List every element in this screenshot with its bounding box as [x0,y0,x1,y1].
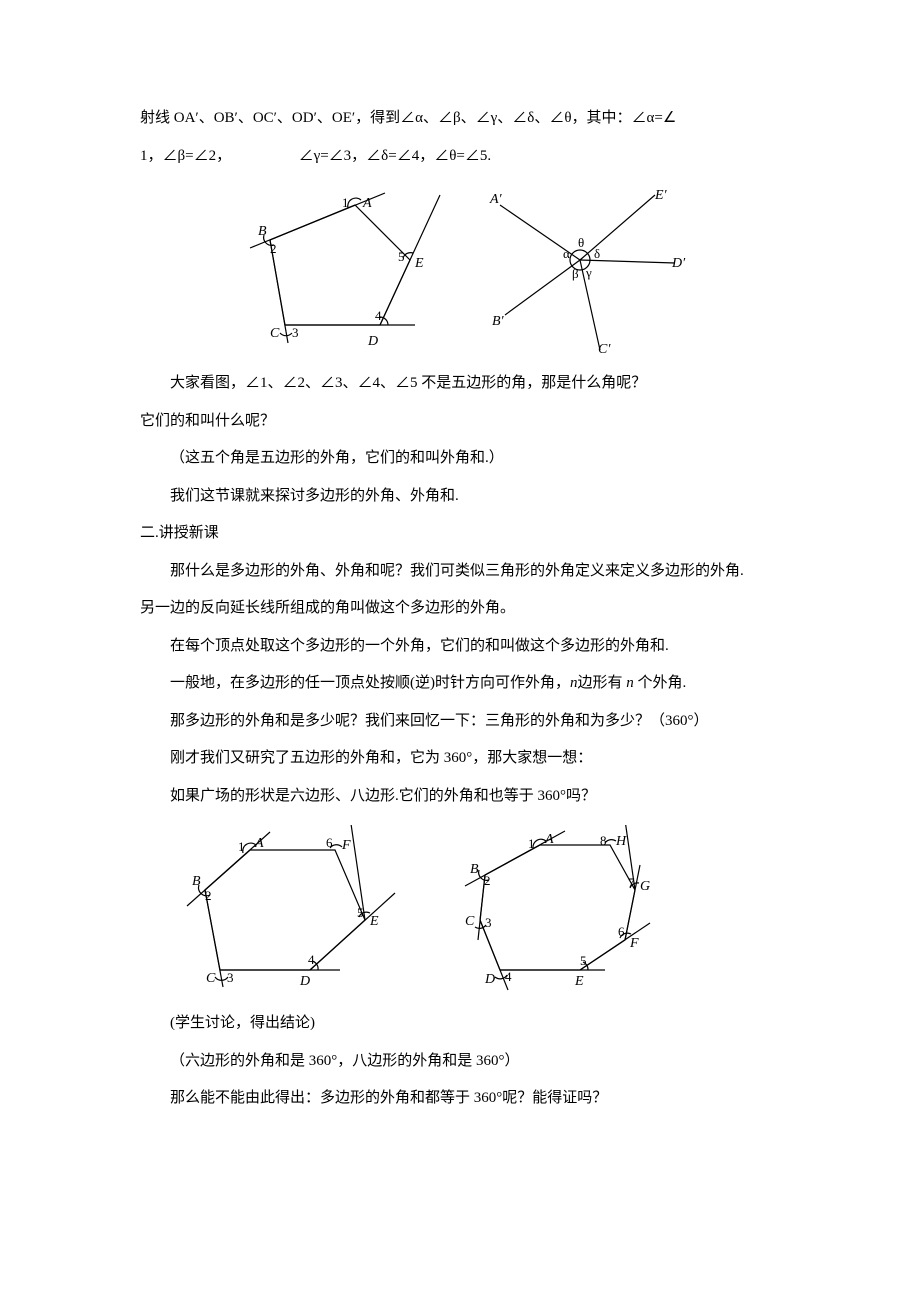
para-12: (学生讨论，得出结论) [140,1005,780,1043]
svg-text:δ: δ [594,246,600,261]
para-14: 那么能不能由此得出：多边形的外角和都等于 360°呢？能得证吗？ [140,1080,780,1118]
n-var-2: n [626,675,634,691]
svg-text:F: F [629,936,639,951]
n-var-1: n [570,675,578,691]
octagon-diagram: A B C D E F G H 1 2 3 4 5 6 7 8 [440,825,690,995]
svg-text:C: C [270,326,280,341]
rays-diagram: A′ B′ C′ D′ E′ α β γ δ θ [480,185,690,355]
svg-text:5: 5 [580,953,587,968]
svg-text:B: B [192,874,201,889]
svg-text:E: E [574,974,584,989]
para-11: 如果广场的形状是六边形、八边形.它们的外角和也等于 360°吗？ [140,778,780,816]
para-9: 那多边形的外角和是多少呢？我们来回忆一下：三角形的外角和为多少？（360°） [140,703,780,741]
svg-text:1: 1 [342,195,349,210]
svg-text:A: A [254,836,264,851]
svg-text:θ: θ [578,235,584,250]
para-1: 大家看图，∠1、∠2、∠3、∠4、∠5 不是五边形的角，那是什么角呢？ [140,365,780,403]
svg-text:G: G [640,879,650,894]
svg-text:A′: A′ [489,192,503,207]
intro-line-2: 1，∠β=∠2， ∠γ=∠3，∠δ=∠4，∠θ=∠5. [140,138,780,176]
svg-text:H: H [615,834,627,849]
svg-text:5: 5 [398,249,405,264]
svg-text:D: D [367,334,378,349]
para-8b: 边形有 [578,675,623,691]
svg-text:α: α [563,246,570,261]
figure-pentagon-and-rays: A B C D E 1 2 3 4 5 [140,185,780,355]
svg-text:6: 6 [326,835,333,850]
para-8: 一般地，在多边形的任一顶点处按顺(逆)时针方向可作外角，n边形有 n 个外角. [140,665,780,703]
svg-text:3: 3 [485,915,492,930]
svg-text:8: 8 [600,833,607,848]
section-2-heading: 二.讲授新课 [140,515,780,553]
svg-text:2: 2 [484,873,491,888]
svg-text:C′: C′ [598,342,611,355]
svg-text:7: 7 [628,875,635,890]
svg-text:A: A [544,832,554,847]
para-8c: 个外角. [638,675,687,691]
pentagon-diagram: A B C D E 1 2 3 4 5 [230,185,460,355]
para-6: 另一边的反向延长线所组成的角叫做这个多边形的外角。 [140,590,780,628]
para-10: 刚才我们又研究了五边形的外角和，它为 360°，那大家想一想： [140,740,780,778]
svg-text:D: D [299,974,310,989]
svg-text:4: 4 [505,969,512,984]
svg-text:4: 4 [375,308,382,323]
para-13: （六边形的外角和是 360°，八边形的外角和是 360°） [140,1043,780,1081]
para-8a: 一般地，在多边形的任一顶点处按顺(逆)时针方向可作外角， [170,675,570,691]
svg-text:B′: B′ [492,314,505,329]
svg-text:E: E [414,256,424,271]
hexagon-diagram: A B C D E F 1 2 3 4 5 6 [170,825,420,995]
svg-text:B: B [470,862,479,877]
svg-text:2: 2 [205,888,212,903]
svg-text:D′: D′ [671,256,686,271]
svg-text:3: 3 [292,325,299,340]
para-2: 它们的和叫什么呢？ [140,403,780,441]
svg-text:γ: γ [585,265,592,280]
svg-text:F: F [341,838,351,853]
svg-text:2: 2 [270,241,277,256]
document-page: 射线 OA′、OB′、OC′、OD′、OE′，得到∠α、∠β、∠γ、∠δ、∠θ，… [0,0,920,1302]
svg-text:6: 6 [618,924,625,939]
svg-text:β: β [572,266,579,281]
svg-text:4: 4 [308,952,315,967]
svg-text:E′: E′ [654,188,668,203]
svg-text:5: 5 [357,905,364,920]
intro-line-1: 射线 OA′、OB′、OC′、OD′、OE′，得到∠α、∠β、∠γ、∠δ、∠θ，… [140,100,780,138]
svg-text:1: 1 [238,839,245,854]
para-7: 在每个顶点处取这个多边形的一个外角，它们的和叫做这个多边形的外角和. [140,628,780,666]
para-5: 那什么是多边形的外角、外角和呢？我们可类似三角形的外角定义来定义多边形的外角. [140,553,780,591]
svg-text:C: C [206,971,216,986]
para-3: （这五个角是五边形的外角，它们的和叫外角和.） [140,440,780,478]
svg-text:C: C [465,914,475,929]
svg-text:B: B [258,224,267,239]
para-4: 我们这节课就来探讨多边形的外角、外角和. [140,478,780,516]
svg-text:D: D [484,972,495,987]
svg-text:A: A [362,196,372,211]
svg-text:E: E [369,914,379,929]
svg-text:1: 1 [528,836,535,851]
figure-hex-oct: A B C D E F 1 2 3 4 5 6 [140,825,780,995]
svg-text:3: 3 [227,970,234,985]
